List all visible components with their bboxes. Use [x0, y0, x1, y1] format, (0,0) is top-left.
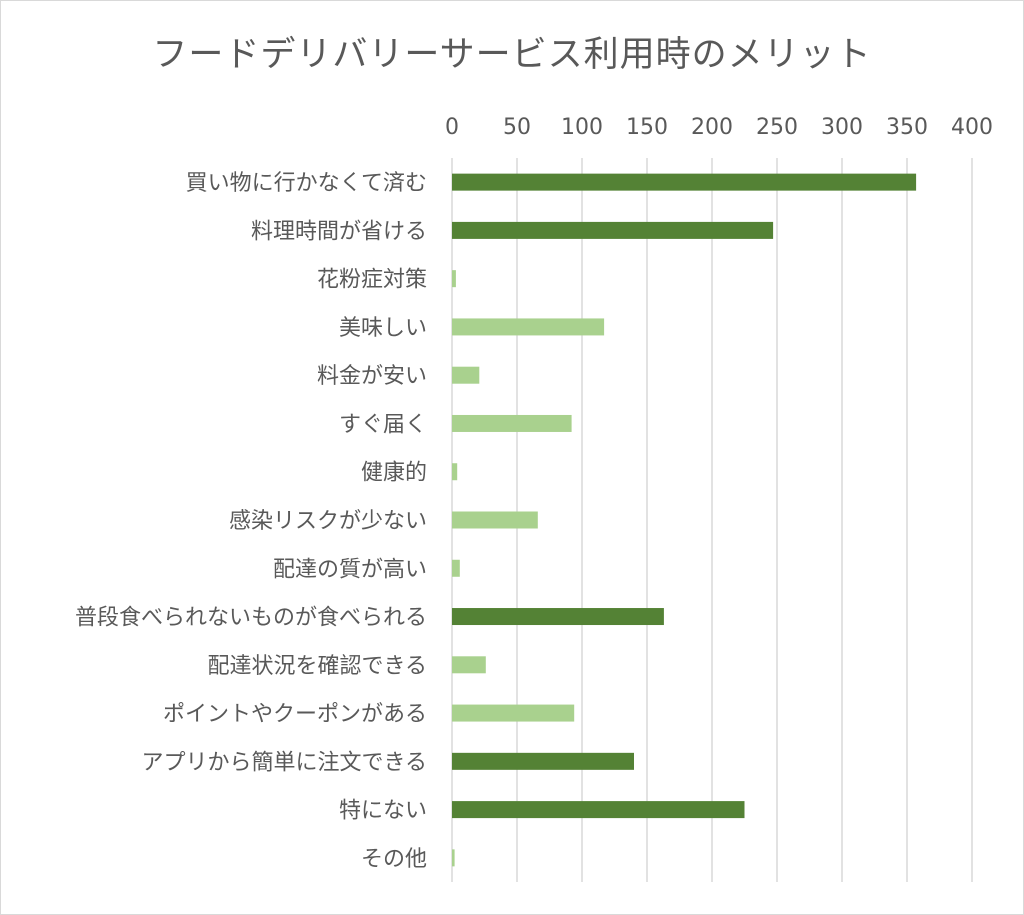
category-label: 買い物に行かなくて済む: [186, 171, 427, 196]
x-axis-ticks: 0 50 100 150 200 250 300 350 400: [445, 115, 993, 140]
x-tick-label: 200: [691, 115, 733, 140]
bar: [452, 173, 917, 191]
x-tick-label: 400: [951, 115, 993, 140]
bar: [452, 463, 458, 481]
bar: [452, 221, 774, 239]
bar: [452, 656, 486, 674]
bar: [452, 559, 460, 577]
category-label: その他: [361, 847, 427, 872]
category-label: すぐ届く: [339, 412, 427, 437]
category-label: 美味しい: [339, 316, 427, 341]
category-label: 感染リスクが少ない: [229, 509, 427, 534]
x-tick-label: 0: [445, 115, 459, 140]
category-label: 配達の質が高い: [273, 557, 427, 582]
category-label: 特にない: [339, 799, 427, 824]
category-label: ポイントやクーポンがある: [163, 702, 427, 727]
bar: [452, 511, 538, 529]
bar: [452, 752, 634, 770]
category-label: 配達状況を確認できる: [207, 654, 427, 679]
category-label: アプリから簡単に注文できる: [141, 750, 427, 775]
category-label: 料金が安い: [317, 364, 427, 389]
category-labels: 買い物に行かなくて済む料理時間が省ける花粉症対策美味しい料金が安いすぐ届く健康的…: [75, 171, 427, 872]
chart-title: フードデリバリーサービス利用時のメリット: [152, 35, 872, 75]
category-label: 健康的: [361, 461, 427, 486]
bar: [452, 318, 605, 336]
x-tick-label: 50: [503, 115, 531, 140]
category-label: 花粉症対策: [317, 268, 427, 293]
bar: [452, 704, 575, 722]
bar: [452, 414, 572, 432]
bar: [452, 270, 456, 288]
bars: [452, 173, 917, 867]
category-label: 料理時間が省ける: [251, 219, 427, 244]
x-tick-label: 350: [886, 115, 928, 140]
x-tick-label: 100: [561, 115, 603, 140]
bar: [452, 801, 745, 819]
x-tick-label: 150: [626, 115, 668, 140]
x-tick-label: 300: [821, 115, 863, 140]
bar: [452, 849, 455, 867]
category-label: 普段食べられないものが食べられる: [75, 606, 427, 631]
x-tick-label: 250: [756, 115, 798, 140]
bar: [452, 608, 664, 626]
bar: [452, 366, 480, 384]
